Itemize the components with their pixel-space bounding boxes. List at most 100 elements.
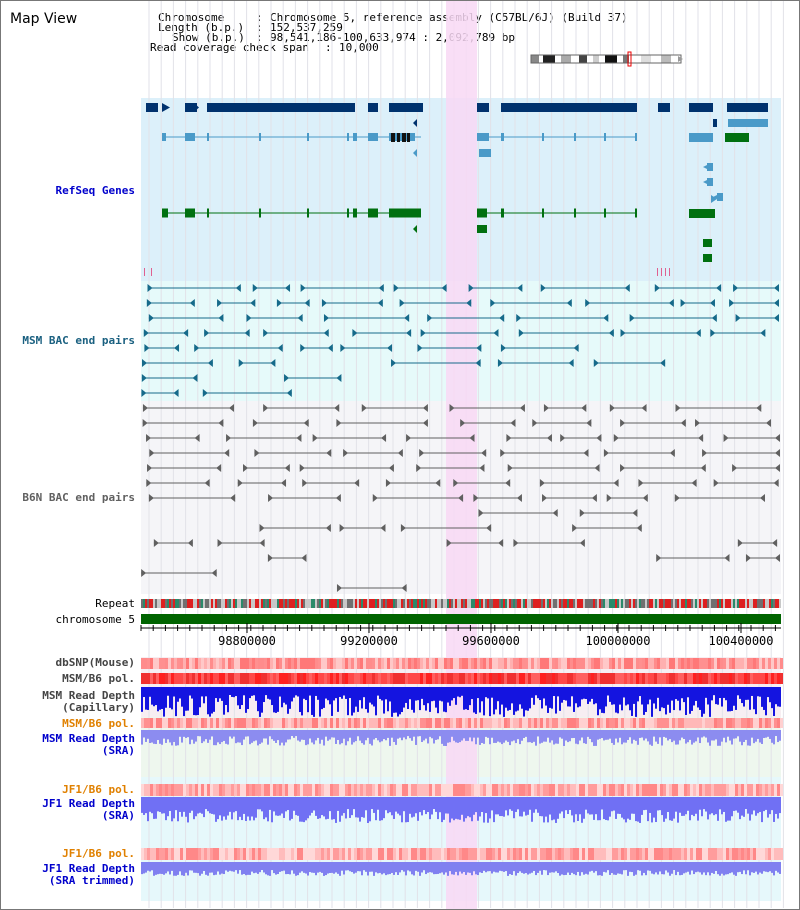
depth-bar [617,730,619,743]
depth-bar [241,862,243,875]
heat-cell [195,784,198,796]
bac-end [620,419,626,427]
depth-bar [469,730,471,738]
depth-bar [725,797,727,822]
depth-bar [749,687,751,710]
depth-bar [463,687,465,710]
depth-bar [353,862,355,874]
heat-cell [711,718,714,728]
heat-cell [771,718,774,728]
repeat-element [651,599,653,608]
depth-bar [321,797,323,816]
depth-bar [491,730,493,738]
heat-cell [708,848,711,860]
depth-bar [685,862,687,873]
depth-bar [475,797,477,813]
heat-cell [342,848,345,860]
bac-end [506,434,512,442]
gene-exon [353,133,357,141]
depth-bar [279,862,281,872]
repeat-element [609,599,611,608]
bac-end [218,419,224,427]
repeat-element [171,599,173,608]
heat-cell [471,784,474,796]
depth-bar [161,862,163,874]
bac-end [422,404,428,412]
heat-cell [201,673,204,684]
bac-end [756,404,762,412]
heat-cell [147,848,150,860]
heat-cell [672,848,675,860]
heat-cell [645,784,648,796]
depth-bar [355,862,357,873]
heat-cell [579,718,582,728]
heat-cell [567,848,570,860]
bac-end [229,404,235,412]
bac-end [586,419,592,427]
depth-bar [379,730,381,743]
heat-cell [285,718,288,728]
depth-bar [535,687,537,696]
bac-end [546,434,552,442]
bac-end [218,314,224,322]
depth-bar [327,687,329,701]
heat-cell [663,658,666,669]
depth-bar [459,862,461,872]
bac-end [189,299,195,307]
repeat-element [739,599,741,608]
depth-bar [473,687,475,713]
heat-cell [309,673,312,684]
depth-bar [269,862,271,876]
heat-cell [339,718,342,728]
bac-end [498,539,504,547]
depth-bar [425,797,427,815]
heat-cell [435,673,438,684]
depth-bar [429,687,431,712]
depth-bar [345,797,347,819]
depth-bar [169,862,171,875]
depth-bar [223,687,225,715]
repeat-element [763,599,765,608]
heat-cell [426,673,429,684]
depth-bar [635,797,637,822]
depth-bar [265,862,267,875]
heat-cell [591,658,594,669]
heat-cell [660,673,663,684]
heat-cell [255,848,258,860]
depth-bar [155,862,157,875]
heat-cell [699,718,702,728]
depth-bar [459,687,461,698]
bac-end [700,464,706,472]
heat-cell [666,718,669,728]
depth-bar [447,797,449,814]
depth-bar [557,797,559,819]
depth-bar [677,687,679,701]
heat-cell [336,673,339,684]
depth-bar [173,730,175,742]
heat-cell [366,718,369,728]
repeat-element [659,599,661,608]
heat-cell [675,784,678,796]
repeat-element [725,599,727,608]
depth-bar [249,797,251,821]
depth-bar [745,862,747,875]
depth-bar [149,797,151,812]
repeat-element [639,599,641,608]
heat-cell [531,658,534,669]
heat-cell [381,718,384,728]
heat-cell [744,784,747,796]
bac-end [284,464,290,472]
depth-bar [353,687,355,713]
heat-cell [399,784,402,796]
depth-bar [455,730,457,743]
depth-bar [341,797,343,816]
bac-end [263,404,269,412]
depth-bar [689,687,691,714]
depth-bar [229,862,231,871]
depth-bar [501,797,503,817]
colon-sep: : [256,11,263,24]
depth-bar [681,862,683,875]
depth-bar [563,862,565,876]
depth-bar [373,687,375,707]
